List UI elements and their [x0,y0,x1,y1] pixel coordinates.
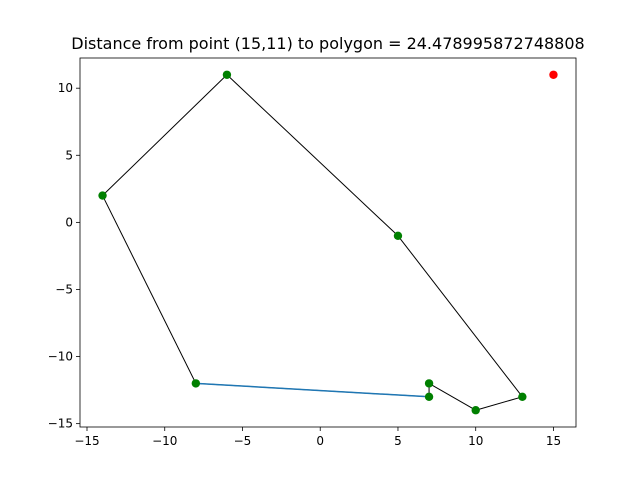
polygon-vertex-point [393,231,403,240]
plot-area [80,58,576,427]
plot-frame [79,57,577,428]
y-tick-label: −10 [48,350,73,364]
polygon-vertex-point [518,392,527,402]
y-tick-label: −15 [48,417,73,431]
y-tick-label: 10 [58,81,73,95]
polygon-vertex-point [98,191,107,200]
x-tick-label: −10 [152,434,177,448]
closest-edge-line [195,382,430,398]
x-tick-label: 5 [394,434,402,448]
chart-title: Distance from point (15,11) to polygon =… [71,34,584,53]
polygon-vertex-point [191,379,201,388]
polygon-edge [475,396,523,411]
x-tick-label: 10 [468,434,483,448]
y-tick-label: 5 [65,148,73,162]
y-tick-label: 0 [65,215,73,229]
polygon-edge [102,195,197,384]
polygon-edge [102,74,228,196]
x-tick-label: 0 [316,434,324,448]
polygon-edge [428,382,476,411]
points-layer [98,70,558,415]
polygon-vertex-point [222,70,232,79]
x-tick-label: 15 [546,434,561,448]
polygon-edge [226,74,399,237]
x-axis: −15 −10 −5 0 5 10 15 [74,427,561,448]
highlight-layer [195,382,430,398]
query-point [549,70,558,79]
x-tick-label: −15 [74,434,99,448]
polygon-vertex-point [424,379,434,388]
x-tick-label: −5 [234,434,252,448]
y-axis: −15 −10 −5 0 5 10 [48,81,80,431]
polygon-edge [397,235,523,398]
y-tick-label: −5 [55,282,73,296]
polygon-vertex-point [471,406,480,415]
polygon-vertex-point [424,392,434,402]
